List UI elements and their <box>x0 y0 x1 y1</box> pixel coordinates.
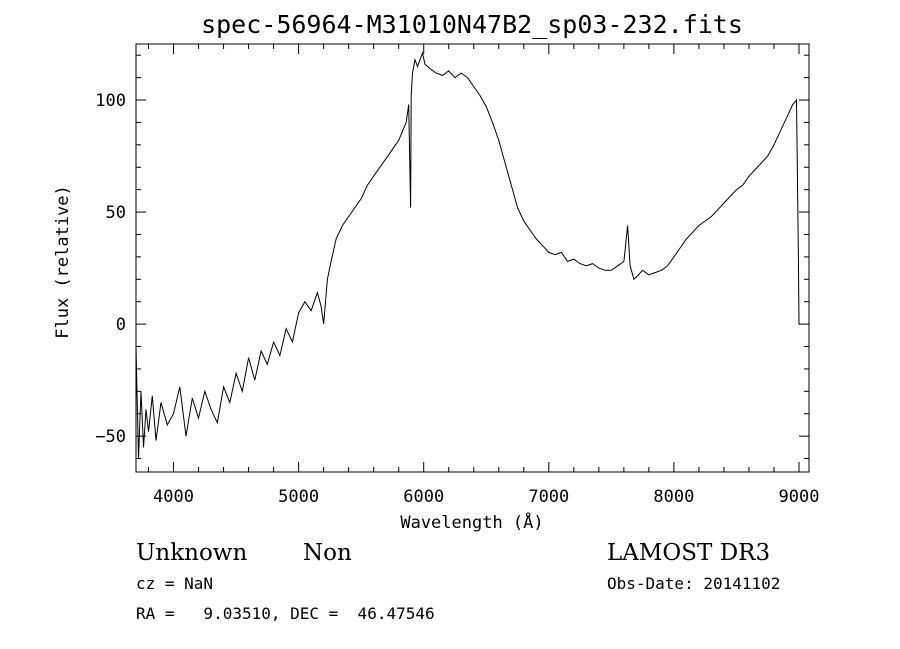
survey-name: LAMOST DR3 <box>607 540 770 566</box>
object-subclass: Non <box>303 540 352 566</box>
x-tick-label: 8000 <box>653 487 694 507</box>
axis-ticks <box>136 44 809 472</box>
spectrum-line <box>135 51 800 459</box>
y-tick-label: 0 <box>116 315 126 335</box>
x-tick-label: 4000 <box>153 487 194 507</box>
x-tick-label: 5000 <box>278 487 319 507</box>
x-tick-label: 6000 <box>403 487 444 507</box>
y-tick-labels: −50 0 50 100 <box>95 91 126 447</box>
y-axis-label: Flux (relative) <box>53 185 73 339</box>
y-tick-label: −50 <box>95 427 126 447</box>
object-class: Unknown <box>136 540 247 566</box>
x-tick-labels: 4000 5000 6000 7000 8000 9000 <box>153 487 819 507</box>
plot-frame <box>135 43 810 473</box>
coordinates: RA = 9.03510, DEC = 46.47546 <box>136 604 435 623</box>
obs-date: Obs-Date: 20141102 <box>607 574 780 593</box>
x-axis-label: Wavelength (Å) <box>400 511 543 533</box>
redshift-readout: cz = NaN <box>136 574 213 593</box>
y-tick-label: 100 <box>95 91 126 111</box>
x-tick-label: 9000 <box>779 487 820 507</box>
x-tick-label: 7000 <box>528 487 569 507</box>
y-tick-label: 50 <box>106 203 126 223</box>
chart-title: spec-56964-M31010N47B2_sp03-232.fits <box>201 10 743 39</box>
